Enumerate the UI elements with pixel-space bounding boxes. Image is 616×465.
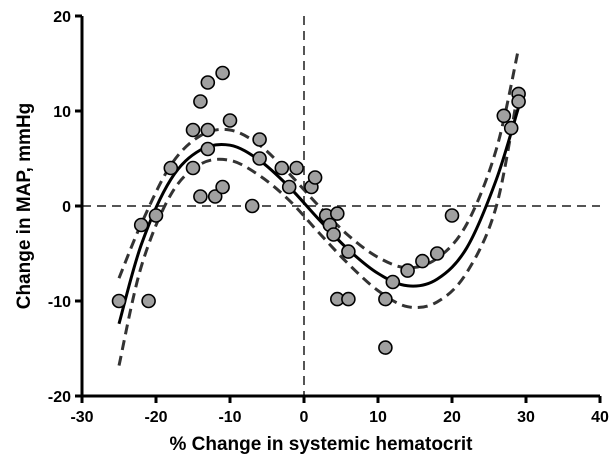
data-points [111, 65, 526, 355]
data-point [207, 189, 223, 204]
data-point [215, 179, 230, 195]
data-point [200, 75, 216, 90]
data-point [511, 94, 526, 109]
data-point [185, 122, 201, 138]
data-point [215, 65, 230, 81]
data-point [252, 132, 267, 147]
data-point [289, 160, 304, 176]
x-tick-label: 30 [517, 409, 535, 426]
data-point [341, 291, 356, 307]
data-point [385, 274, 401, 290]
data-point [200, 122, 216, 138]
data-point [193, 189, 208, 204]
x-tick-label: -30 [70, 409, 93, 426]
y-tick-label: 10 [53, 104, 71, 121]
data-point [444, 208, 460, 223]
data-point [200, 141, 216, 157]
y-axis-ticks: -20 -10 0 10 20 [48, 9, 82, 406]
y-tick-label: -20 [48, 389, 71, 406]
fit-curve [117, 106, 521, 325]
ci-lower-curve [117, 87, 521, 366]
reference-lines [82, 16, 600, 396]
x-tick-label: -20 [144, 409, 167, 426]
confidence-bands [117, 47, 521, 366]
data-point [378, 340, 393, 355]
data-point [244, 198, 260, 214]
data-point [415, 253, 430, 269]
fit-curve-group [117, 106, 521, 325]
data-point [185, 160, 201, 176]
data-point [326, 227, 341, 242]
data-point [111, 293, 127, 309]
data-point [141, 293, 156, 309]
x-tick-label: 20 [443, 409, 461, 426]
data-point [496, 108, 512, 124]
data-point [400, 263, 415, 278]
x-tick-label: -10 [218, 409, 241, 426]
data-point [274, 160, 290, 176]
ci-upper-curve [117, 47, 521, 279]
data-point [193, 94, 208, 109]
y-axis-title: Change in MAP, mmHg [14, 103, 35, 310]
data-point [252, 151, 267, 166]
data-point [307, 170, 323, 185]
data-point [148, 208, 164, 223]
data-point [341, 244, 356, 259]
y-tick-label: 0 [62, 199, 71, 216]
y-tick-label: -10 [48, 294, 71, 311]
x-tick-label: 0 [300, 409, 309, 426]
x-tick-label: 10 [369, 409, 387, 426]
x-axis-title: % Change in systemic hematocrit [169, 434, 473, 455]
x-axis-ticks: -30 -20 -10 0 10 20 30 40 [70, 396, 609, 426]
data-point [329, 206, 345, 221]
x-tick-label: 40 [591, 409, 609, 426]
y-tick-label: 20 [53, 9, 71, 26]
data-point [378, 291, 393, 307]
data-point [163, 160, 179, 176]
data-point [503, 120, 519, 136]
data-point [281, 179, 297, 195]
data-point [222, 113, 238, 128]
data-point [133, 217, 149, 233]
data-point [429, 246, 445, 261]
